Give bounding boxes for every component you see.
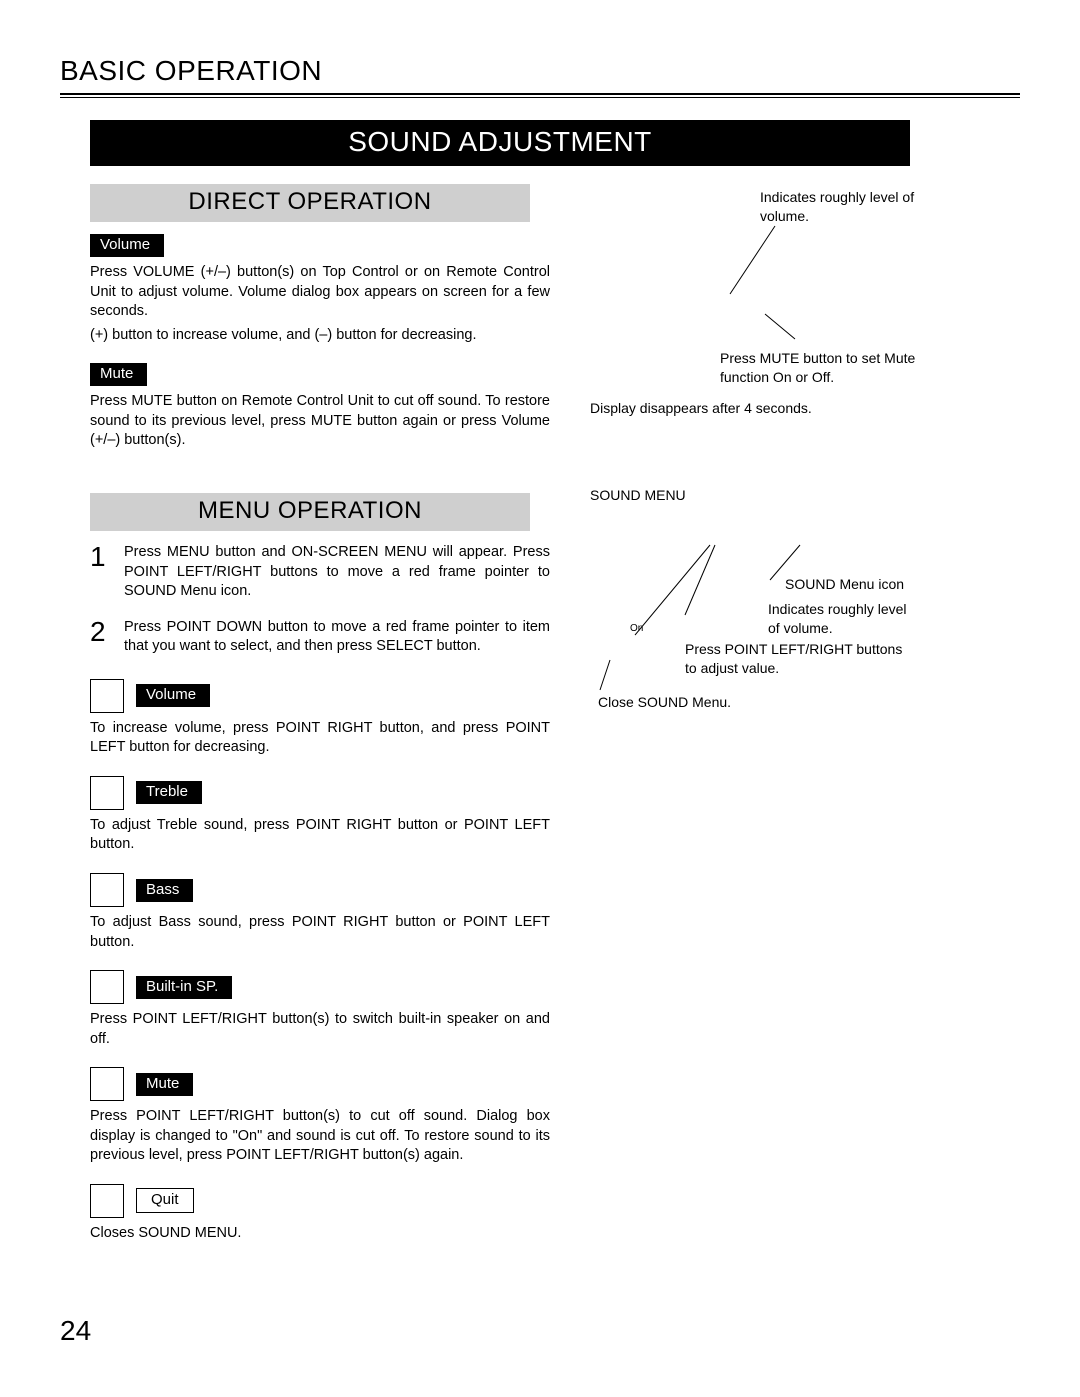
label-on: On [630, 623, 643, 634]
volume-icon [90, 679, 124, 713]
label-menu-treble: Treble [136, 781, 202, 804]
section-heading: BASIC OPERATION [60, 55, 1020, 87]
step-number-2: 2 [90, 618, 124, 657]
quit-icon [90, 1184, 124, 1218]
text-mute: Press MUTE button on Remote Control Unit… [90, 392, 550, 451]
mute-icon [90, 1067, 124, 1101]
row-quit: Quit [90, 1184, 550, 1218]
row-treble: Treble [90, 776, 550, 810]
text-volume-1: Press VOLUME (+/–) button(s) on Top Cont… [90, 263, 550, 322]
label-menu-builtin: Built-in SP. [136, 976, 232, 999]
label-menu-quit: Quit [136, 1188, 194, 1213]
page-number: 24 [60, 1315, 91, 1347]
callout-close-menu: Close SOUND Menu. [598, 693, 731, 712]
step-text-2: Press POINT DOWN button to move a red fr… [124, 618, 550, 657]
subsection-direct-operation: DIRECT OPERATION [90, 184, 530, 222]
horizontal-rule [60, 93, 1020, 98]
text-menu-mute: Press POINT LEFT/RIGHT button(s) to cut … [90, 1107, 550, 1166]
row-builtin: Built-in SP. [90, 970, 550, 1004]
step-1: 1 Press MENU button and ON-SCREEN MENU w… [90, 543, 550, 602]
row-mute: Mute [90, 1067, 550, 1101]
row-bass: Bass [90, 873, 550, 907]
step-text-1: Press MENU button and ON-SCREEN MENU wil… [124, 543, 550, 602]
bass-icon [90, 873, 124, 907]
right-column: Indicates roughly level of volume. Press… [590, 184, 1010, 1262]
text-menu-bass: To adjust Bass sound, press POINT RIGHT … [90, 913, 550, 952]
title-banner: SOUND ADJUSTMENT [90, 120, 910, 166]
callout-mute-set: Press MUTE button to set Mute function O… [720, 349, 920, 387]
step-2: 2 Press POINT DOWN button to move a red … [90, 618, 550, 657]
label-sound-menu: SOUND MENU [590, 486, 1010, 505]
text-volume-2: (+) button to increase volume, and (–) b… [90, 326, 550, 346]
label-volume: Volume [90, 234, 164, 257]
label-menu-bass: Bass [136, 879, 193, 902]
step-number-1: 1 [90, 543, 124, 602]
treble-icon [90, 776, 124, 810]
callout-level-volume: Indicates roughly level of volume. [768, 600, 918, 638]
builtin-sp-icon [90, 970, 124, 1004]
text-menu-quit: Closes SOUND MENU. [90, 1224, 550, 1244]
text-menu-treble: To adjust Treble sound, press POINT RIGH… [90, 816, 550, 855]
text-menu-volume: To increase volume, press POINT RIGHT bu… [90, 719, 550, 758]
label-menu-mute: Mute [136, 1073, 193, 1096]
row-volume: Volume [90, 679, 550, 713]
callout-adjust-value: Press POINT LEFT/RIGHT buttons to adjust… [685, 640, 915, 678]
label-menu-volume: Volume [136, 684, 210, 707]
text-menu-builtin: Press POINT LEFT/RIGHT button(s) to swit… [90, 1010, 550, 1049]
subsection-menu-operation: MENU OPERATION [90, 493, 530, 531]
left-column: DIRECT OPERATION Volume Press VOLUME (+/… [90, 184, 550, 1262]
label-mute: Mute [90, 363, 147, 386]
callout-menu-icon: SOUND Menu icon [785, 575, 904, 594]
